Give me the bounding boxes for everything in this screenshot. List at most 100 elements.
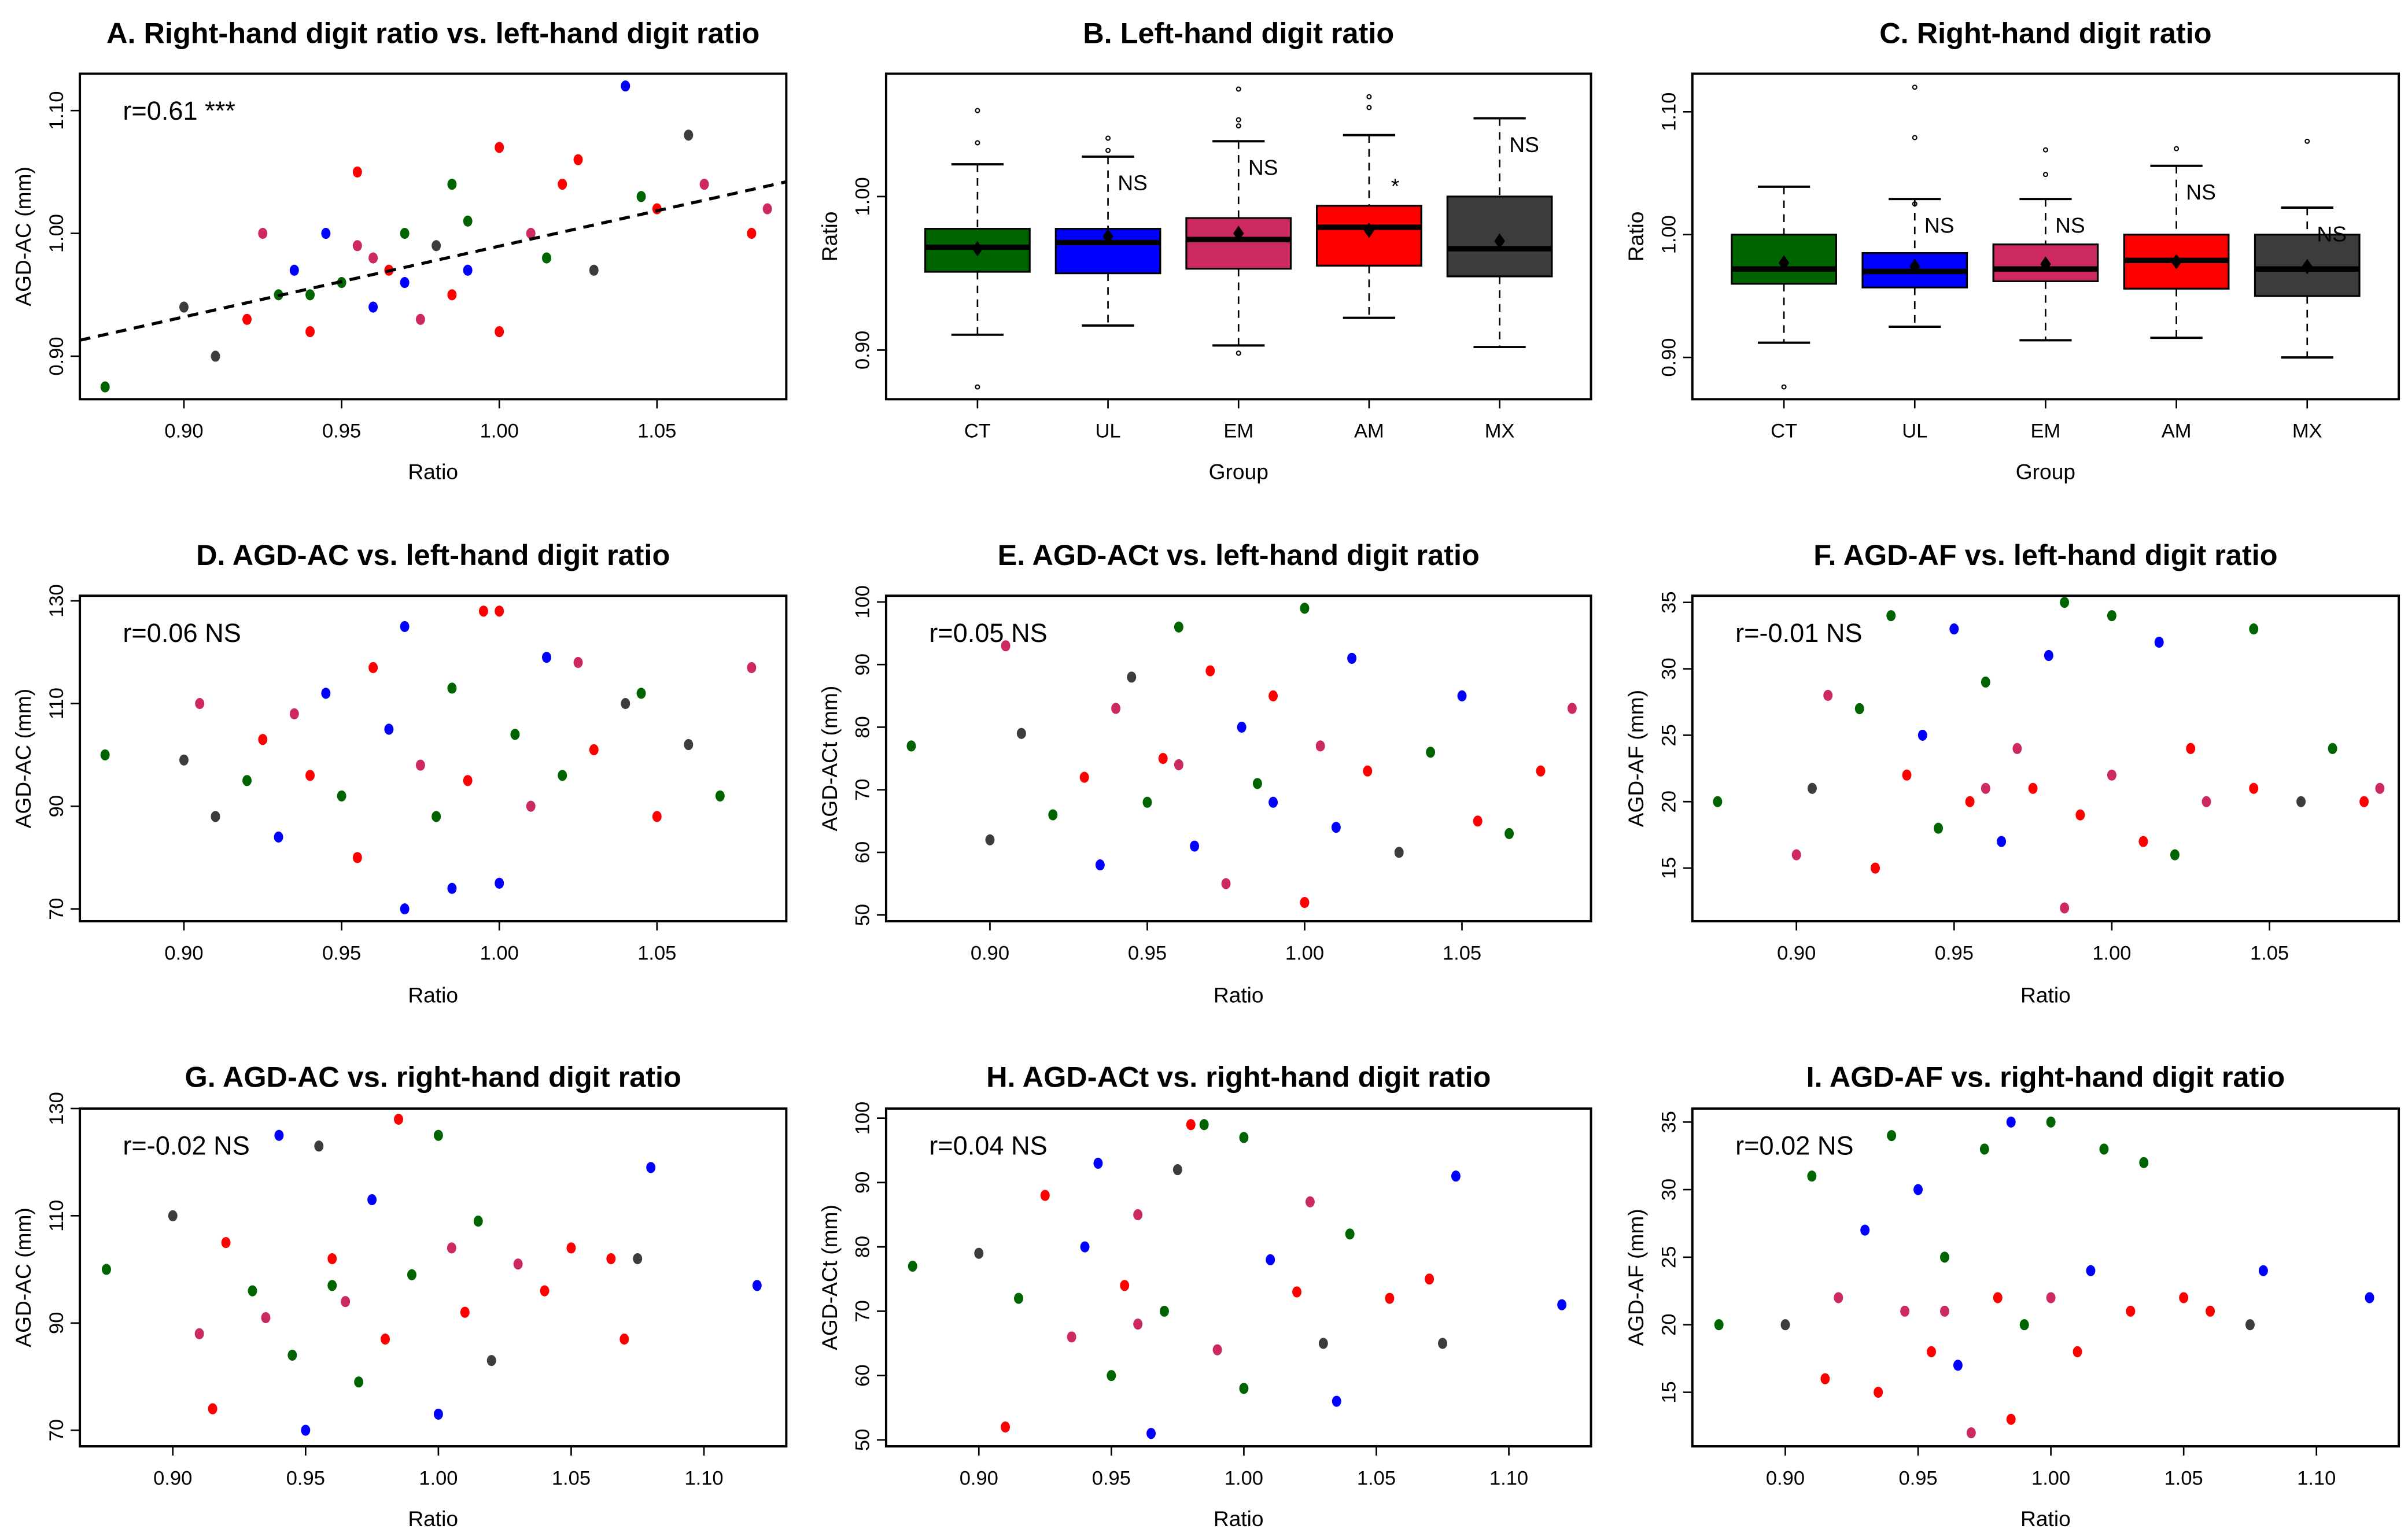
data-point-AM <box>478 605 488 617</box>
x-axis-label: Ratio <box>1214 1506 1264 1531</box>
data-point-MX <box>633 1253 643 1265</box>
x-axis-label: Ratio <box>2020 983 2071 1007</box>
data-point-UL <box>1331 822 1341 833</box>
data-point-AM <box>1993 1292 2003 1303</box>
y-tick-label: 90 <box>46 1312 68 1334</box>
data-point-AM <box>463 775 473 786</box>
box-MX <box>1446 195 1553 278</box>
data-point-AM <box>1965 796 1975 807</box>
outlier-point <box>1912 84 1917 90</box>
panel-G: G. AGD-AC vs. right-hand digit ratio Rati… <box>11 1061 788 1531</box>
y-tick-label: 0.90 <box>46 337 68 375</box>
panel-title: H. AGD-ACt vs. right-hand digit ratio <box>986 1061 1491 1094</box>
panel-C: C. Right-hand digit ratio Group Ratio 0.90 1… <box>1624 16 2400 483</box>
outlier-point <box>1366 94 1372 99</box>
x-tick-label: 0.95 <box>1898 1467 1937 1489</box>
data-point-EM <box>1900 1305 1910 1317</box>
data-point-AM <box>381 1334 390 1345</box>
data-point-CT <box>327 1280 337 1291</box>
panel-F: F. AGD-AF vs. left-hand digit ratio Ratio… <box>1624 538 2400 1007</box>
data-point-MX <box>684 130 694 141</box>
data-point-AM <box>566 1242 576 1254</box>
data-point-AM <box>2138 836 2148 847</box>
data-point-AM <box>2359 796 2369 807</box>
data-point-EM <box>1834 1292 1843 1303</box>
data-point-UL <box>542 652 551 663</box>
data-point-UL <box>274 831 283 843</box>
data-point-MX <box>684 739 694 751</box>
data-point-UL <box>646 1162 656 1173</box>
data-point-EM <box>261 1312 271 1324</box>
data-point-UL <box>1093 1157 1103 1169</box>
data-point-AM <box>2186 743 2196 754</box>
y-tick-label: 60 <box>852 841 874 863</box>
data-point-CT <box>1934 822 1944 834</box>
data-point-MX <box>1172 1164 1182 1176</box>
y-tick-label: 1.10 <box>46 91 68 130</box>
outlier-point <box>1781 384 1787 390</box>
x-tick-label: MX <box>2292 420 2322 442</box>
data-point-CT <box>1142 796 1152 808</box>
data-point-AM <box>352 852 362 863</box>
data-point-CT <box>102 1264 111 1275</box>
data-point-CT <box>2328 743 2337 754</box>
data-point-MX <box>1127 671 1137 683</box>
data-point-UL <box>384 723 394 735</box>
y-tick-label: 80 <box>852 716 874 738</box>
data-point-CT <box>908 1260 917 1272</box>
x-tick-label: 0.90 <box>960 1467 998 1489</box>
y-axis-label: AGD-AF (mm) <box>1624 1209 1648 1346</box>
x-tick-label: 1.10 <box>2297 1467 2336 1489</box>
data-point-UL <box>1557 1299 1567 1310</box>
data-point-CT <box>1239 1132 1249 1143</box>
outlier-point <box>975 108 980 113</box>
data-point-AM <box>2073 1346 2082 1358</box>
outlier-point <box>1236 117 1241 123</box>
data-point-AM <box>2249 782 2259 794</box>
significance-label: NS <box>1924 213 1955 238</box>
x-tick-label: 1.00 <box>1285 942 1324 964</box>
data-point-CT <box>354 1376 364 1388</box>
data-point-CT <box>542 252 551 264</box>
outlier-point <box>1912 135 1917 141</box>
data-point-CT <box>287 1349 297 1361</box>
data-point-EM <box>1305 1196 1315 1207</box>
y-tick-label: 35 <box>1658 1111 1680 1133</box>
data-point-AM <box>747 228 757 239</box>
outlier-point <box>1105 135 1111 141</box>
data-point-UL <box>1913 1184 1923 1195</box>
outlier-point <box>1236 350 1241 356</box>
y-tick-label: 90 <box>852 1172 874 1194</box>
data-point-CT <box>715 790 725 802</box>
data-point-AM <box>2028 782 2038 794</box>
data-point-UL <box>274 1129 284 1141</box>
data-point-MX <box>2245 1319 2255 1331</box>
data-point-UL <box>1917 729 1927 741</box>
data-point-UL <box>1190 840 1200 852</box>
plot-frame <box>884 1107 1592 1448</box>
x-tick-label: 1.00 <box>419 1467 458 1489</box>
y-tick-label: 100 <box>852 1102 874 1135</box>
data-point-MX <box>974 1247 984 1259</box>
outlier-point <box>975 384 980 390</box>
data-point-CT <box>510 729 520 740</box>
y-tick-label: 70 <box>46 898 68 920</box>
data-point-CT <box>1107 1370 1116 1382</box>
outlier-point <box>2174 146 2180 152</box>
data-point-EM <box>289 708 299 719</box>
data-point-UL <box>1997 836 2007 847</box>
y-axis-label: AGD-AC (mm) <box>11 689 35 828</box>
y-axis-label: AGD-AF (mm) <box>1624 690 1648 827</box>
data-point-EM <box>2046 1292 2056 1303</box>
panel-title: B. Left-hand digit ratio <box>1083 16 1394 49</box>
data-point-AM <box>1186 1119 1196 1131</box>
panel-title: I. AGD-AF vs. right-hand digit ratio <box>1806 1061 2285 1094</box>
data-point-AM <box>1300 896 1310 909</box>
data-point-EM <box>194 1328 204 1339</box>
plot-frame <box>1691 594 2400 923</box>
data-point-CT <box>1252 778 1262 789</box>
panel-title: D. AGD-AC vs. left-hand digit ratio <box>196 538 670 571</box>
outlier-point <box>1912 201 1917 207</box>
x-tick-label: 0.90 <box>1777 942 1816 964</box>
panel-A: A. Right-hand digit ratio vs. left-hand … <box>11 16 788 483</box>
